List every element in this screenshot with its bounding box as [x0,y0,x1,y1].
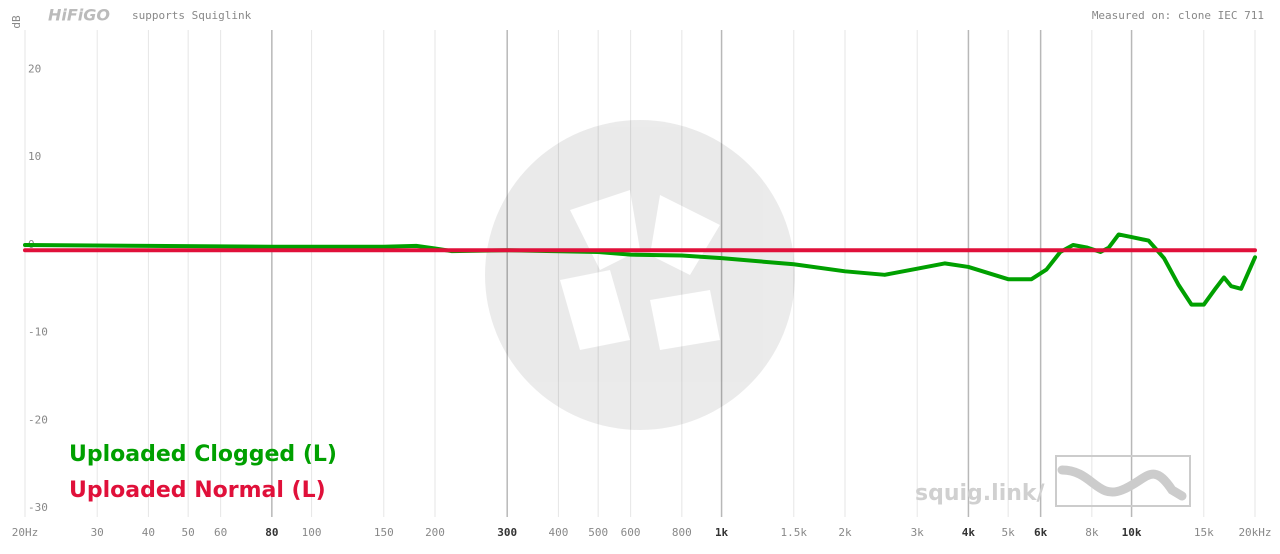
watermark: squig.link/ [915,481,1046,506]
y-tick-label: 10 [28,150,41,163]
legend-entry: Uploaded Normal (L) [69,478,326,503]
logo-watermark [485,120,795,430]
x-tick-label: 4k [962,526,976,539]
x-tick-label: 2k [838,526,852,539]
y-tick-label: -20 [28,413,48,426]
x-tick-label: 10k [1122,526,1142,539]
x-tick-label: 600 [621,526,641,539]
squiglink-logo [1055,455,1191,507]
x-tick-label: 3k [911,526,925,539]
legend-entry: Uploaded Clogged (L) [69,442,337,467]
logo: HiFiGO [48,6,110,25]
x-tick-label: 1k [715,526,729,539]
x-tick-label: 6k [1034,526,1048,539]
measured-on: Measured on: clone IEC 711 [1092,9,1264,22]
x-tick-label: 300 [497,526,517,539]
x-tick-label: 30 [91,526,104,539]
x-tick-label: 20Hz [12,526,39,539]
x-tick-label: 15k [1194,526,1214,539]
y-tick-label: -10 [28,326,48,339]
x-tick-label: 500 [588,526,608,539]
x-tick-label: 100 [302,526,322,539]
y-axis-label: dB [10,15,23,29]
y-tick-label: 20 [28,62,41,75]
y-tick-label: -30 [28,501,48,514]
x-tick-label: 8k [1085,526,1099,539]
x-tick-label: 1.5k [781,526,808,539]
x-tick-label: 800 [672,526,692,539]
tagline: supports Squiglink [132,9,252,22]
x-tick-label: 200 [425,526,445,539]
x-tick-label: 5k [1002,526,1016,539]
x-tick-label: 150 [374,526,394,539]
x-tick-label: 400 [548,526,568,539]
x-tick-label: 50 [182,526,195,539]
x-tick-label: 80 [265,526,278,539]
x-tick-label: 60 [214,526,227,539]
x-tick-label: 40 [142,526,155,539]
x-tick-label: 20kHz [1238,526,1271,539]
grid [24,30,1256,517]
